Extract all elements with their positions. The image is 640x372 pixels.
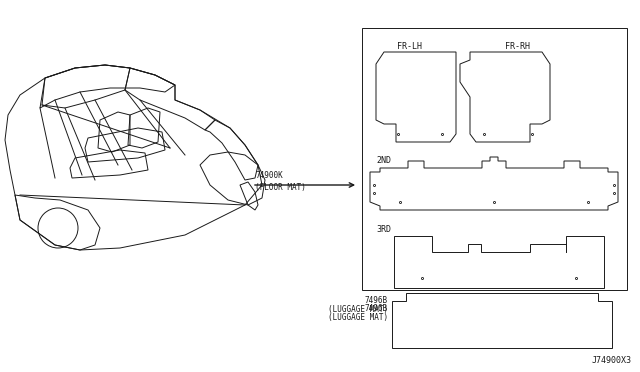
Text: (LUGGAGE MAT): (LUGGAGE MAT) [328, 313, 388, 322]
Text: 2ND: 2ND [376, 156, 391, 165]
Text: (FLOOR MAT): (FLOOR MAT) [255, 183, 306, 192]
Text: 74900K: 74900K [255, 171, 283, 180]
Text: 7496B: 7496B [365, 304, 388, 313]
Text: 3RD: 3RD [376, 225, 391, 234]
Text: J74900X3: J74900X3 [592, 356, 632, 365]
Text: (LUGGAGE MAT): (LUGGAGE MAT) [328, 305, 388, 314]
Text: FR-RH: FR-RH [504, 42, 529, 51]
Text: FR-LH: FR-LH [397, 42, 422, 51]
Text: 7496B: 7496B [365, 296, 388, 305]
